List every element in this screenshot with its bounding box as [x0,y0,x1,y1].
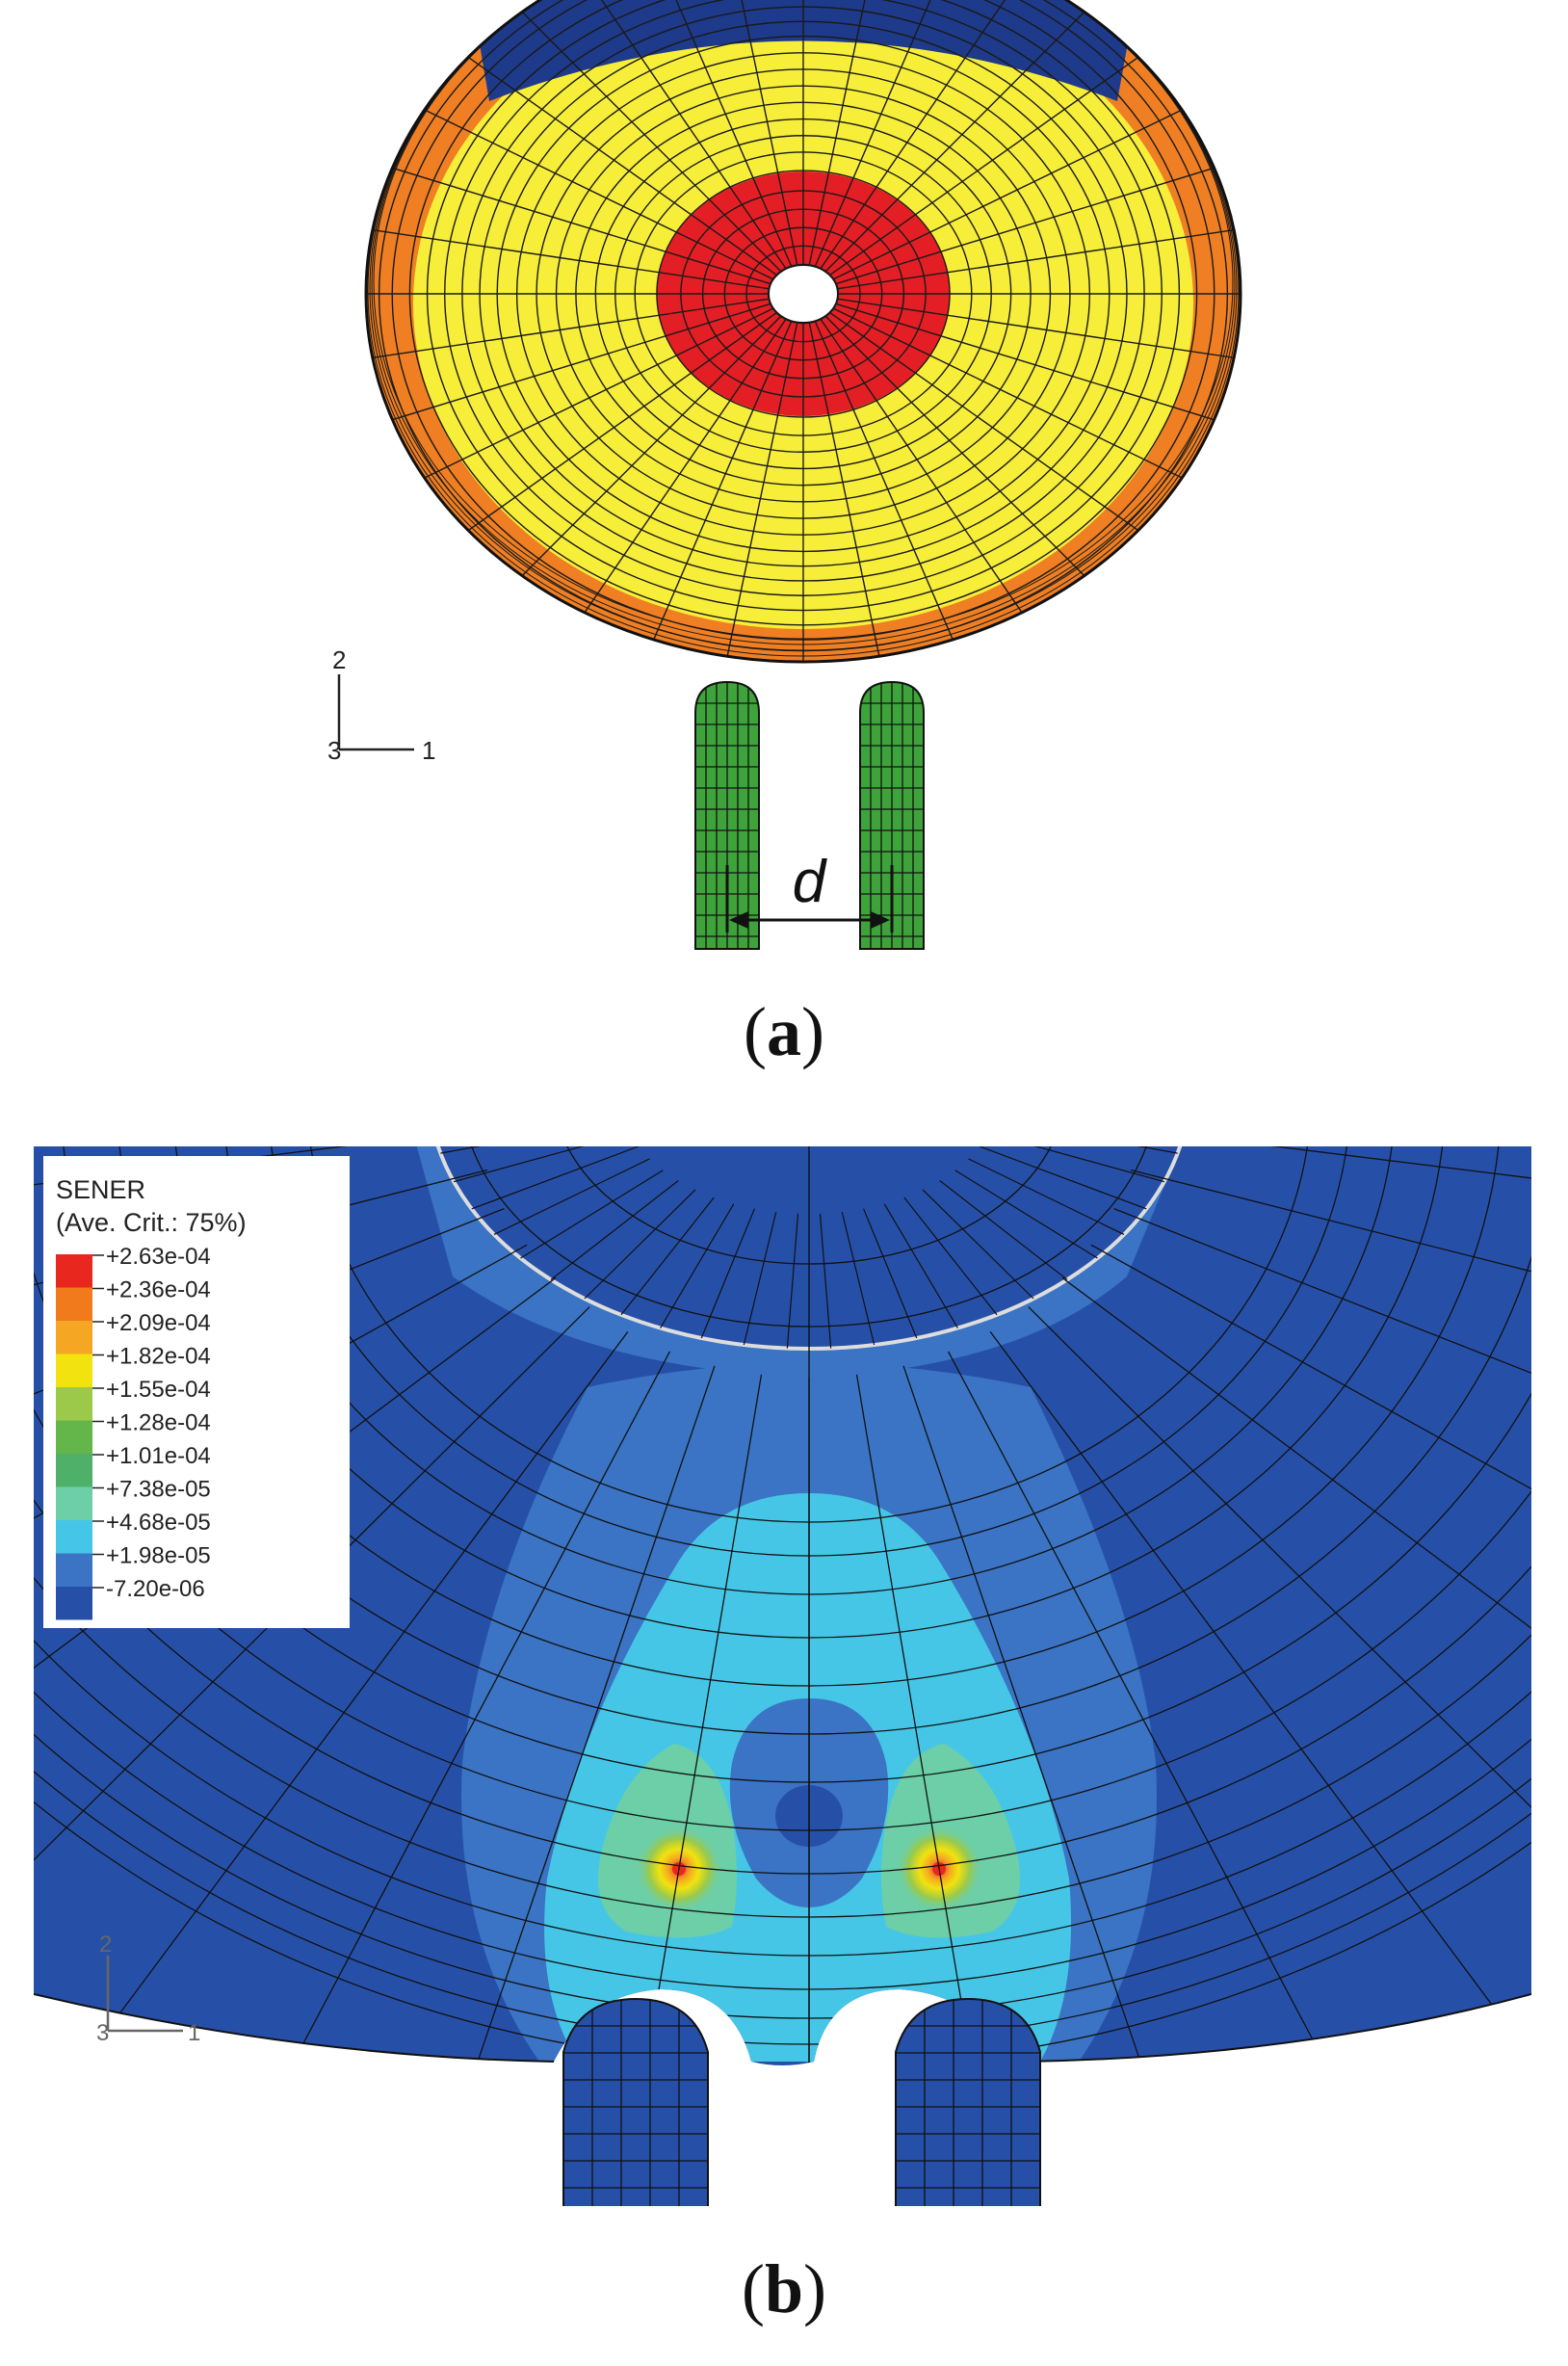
legend-label: +2.63e-04 [106,1244,211,1270]
legend-label: +1.98e-05 [106,1543,211,1569]
dimension-d: d [725,849,894,933]
legend: SENER (Ave. Crit.: 75%) +2.63e-04 +2.36e-… [43,1156,350,1628]
panel-a-disk-mesh: d 2 3 1 [0,0,1568,963]
legend-subtitle: (Ave. Crit.: 75%) [56,1208,247,1237]
legend-swatch [56,1354,92,1387]
mesh-lines-b [34,1146,1531,2065]
axis-label-2: 2 [332,645,346,674]
legend-swatch [56,1387,92,1421]
legend-label: +1.82e-04 [106,1344,211,1370]
support-right [859,680,925,950]
dimension-label-d: d [793,849,828,915]
caption-b: (b) [741,2250,826,2327]
axis-label-3: 3 [327,736,341,765]
axis-b-label-3: 3 [96,2020,109,2046]
axis-b-label-2: 2 [99,1932,112,1958]
legend-label: +2.09e-04 [106,1310,211,1336]
legend-swatch [56,1520,92,1554]
legend-swatch [56,1321,92,1354]
axis-label-1: 1 [422,736,435,765]
legend-label: +1.28e-04 [106,1410,211,1436]
panel-b-strain-energy-contour: SENER (Ave. Crit.: 75%) +2.63e-04 +2.36e-… [0,1146,1568,2216]
legend-label: -7.20e-06 [106,1576,205,1602]
legend-swatch [56,1486,92,1520]
legend-label: +7.38e-05 [106,1477,211,1503]
disk-center-hole [768,264,839,324]
axis-triad-a: 2 3 1 [327,645,435,765]
disk-mesh-lines [366,0,1241,662]
legend-swatch [56,1420,92,1454]
support-b-right [895,1997,1041,2206]
axis-triad-b: 2 3 1 [96,1932,200,2046]
legend-swatch [56,1553,92,1587]
support-left [694,680,760,950]
caption-letter-a: a [767,993,801,1070]
legend-swatch [56,1587,92,1620]
legend-title: SENER [56,1175,145,1204]
legend-swatch [56,1254,92,1288]
support-b-left [562,1997,709,2206]
legend-label: +4.68e-05 [106,1510,211,1536]
caption-letter-b: b [764,2250,804,2327]
caption-a: (a) [744,993,824,1070]
legend-swatch [56,1287,92,1321]
axis-b-label-1: 1 [188,2020,200,2046]
legend-label: +2.36e-04 [106,1277,211,1303]
legend-label: +1.01e-04 [106,1443,211,1469]
legend-label: +1.55e-04 [106,1377,211,1403]
legend-swatch [56,1454,92,1487]
